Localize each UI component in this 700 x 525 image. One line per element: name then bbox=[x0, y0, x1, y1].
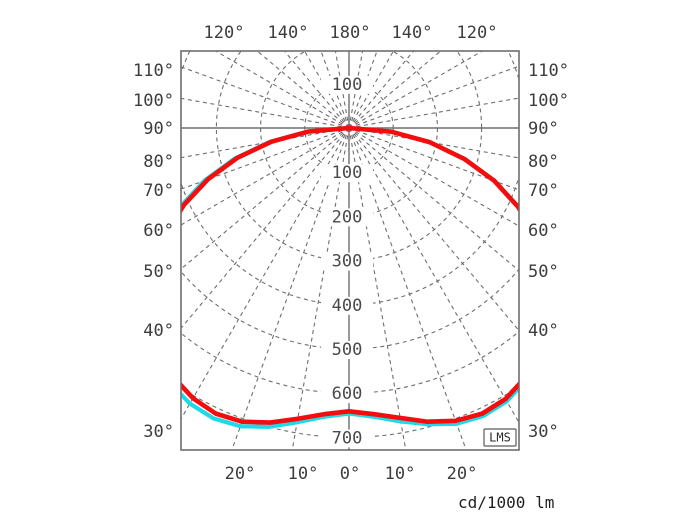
left-axis-tick-6: 50° bbox=[143, 262, 174, 282]
ring-label-backdrop bbox=[321, 385, 373, 404]
ring-label-100: 100 bbox=[332, 163, 363, 183]
ring-label-upper-100: 100 bbox=[332, 75, 363, 95]
ring-label-backdrop bbox=[321, 429, 373, 448]
top-axis-labels: 120° 140° 180° 140° 120° bbox=[204, 23, 498, 43]
top-axis-tick-1: 140° bbox=[268, 23, 309, 43]
ring-label-backdrop bbox=[321, 341, 373, 359]
ring-label-backdrop bbox=[321, 296, 373, 315]
radial-ring-labels: 100 100 200 300 400 500 600 700 bbox=[321, 75, 373, 448]
left-axis-tick-1: 100° bbox=[133, 91, 174, 111]
right-axis-tick-4: 70° bbox=[528, 181, 559, 201]
plot-frame bbox=[180, 50, 520, 451]
right-axis-tick-8: 30° bbox=[528, 422, 559, 442]
left-axis-tick-4: 70° bbox=[143, 181, 174, 201]
left-axis-tick-5: 60° bbox=[143, 221, 174, 241]
bottom-axis-tick-0: 20° bbox=[225, 464, 256, 484]
top-axis-tick-0: 120° bbox=[204, 23, 245, 43]
ring-label-backdrop bbox=[321, 75, 373, 94]
ring-label-backdrop bbox=[321, 252, 373, 271]
curve-c0-plane bbox=[181, 125, 519, 425]
left-axis-tick-0: 110° bbox=[133, 61, 174, 81]
ring-label-backdrop bbox=[321, 164, 373, 183]
right-axis-tick-3: 80° bbox=[528, 152, 559, 172]
left-axis-tick-8: 30° bbox=[143, 422, 174, 442]
left-axis-tick-3: 80° bbox=[143, 152, 174, 172]
left-axis-tick-7: 40° bbox=[143, 321, 174, 341]
lms-watermark: LMS bbox=[483, 428, 517, 447]
bottom-axis-tick-2: 0° bbox=[340, 464, 360, 484]
left-axis-labels: 110° 100° 90° 80° 70° 60° 50° 40° 30° bbox=[133, 61, 174, 442]
ring-label-300: 300 bbox=[332, 252, 363, 272]
bottom-axis-labels: 20° 10° 0° 10° 20° bbox=[225, 464, 478, 484]
right-axis-tick-7: 40° bbox=[528, 321, 559, 341]
bottom-axis-tick-3: 10° bbox=[385, 464, 416, 484]
bottom-axis-tick-1: 10° bbox=[288, 464, 319, 484]
ring-label-backdrop bbox=[321, 208, 373, 227]
top-axis-tick-4: 120° bbox=[457, 23, 498, 43]
right-axis-tick-2: 90° bbox=[528, 119, 559, 139]
distribution-curves bbox=[181, 125, 519, 429]
bottom-axis-tick-4: 20° bbox=[447, 464, 478, 484]
ring-label-400: 400 bbox=[332, 296, 363, 316]
left-axis-tick-2: 90° bbox=[143, 119, 174, 139]
unit-label: cd/1000 lm bbox=[458, 493, 554, 512]
right-axis-tick-0: 110° bbox=[528, 61, 569, 81]
ring-label-600: 600 bbox=[332, 384, 363, 404]
right-axis-labels: 110° 100° 90° 80° 70° 60° 50° 40° 30° bbox=[528, 61, 569, 442]
right-axis-tick-1: 100° bbox=[528, 91, 569, 111]
lms-badge-box bbox=[483, 428, 517, 447]
lms-badge-label: LMS bbox=[489, 431, 511, 445]
ring-label-500: 500 bbox=[332, 340, 363, 360]
right-axis-tick-5: 60° bbox=[528, 221, 559, 241]
top-axis-tick-2: 180° bbox=[330, 23, 371, 43]
right-axis-tick-6: 50° bbox=[528, 262, 559, 282]
ring-label-200: 200 bbox=[332, 207, 363, 227]
top-axis-tick-3: 140° bbox=[392, 23, 433, 43]
ring-label-700: 700 bbox=[332, 428, 363, 448]
